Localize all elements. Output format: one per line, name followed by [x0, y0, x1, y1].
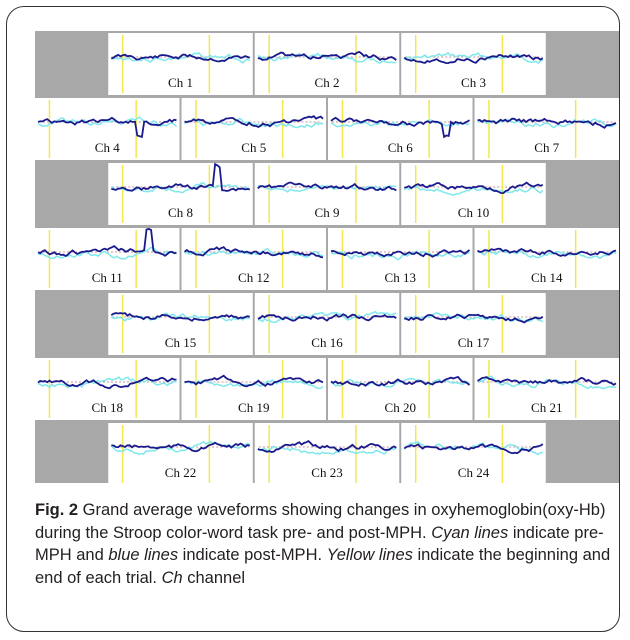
channel-label: Ch 17 [458, 335, 490, 350]
channel-label: Ch 5 [241, 140, 266, 155]
caption-text: channel [182, 568, 246, 587]
channel-label: Ch 2 [315, 75, 340, 90]
channel-panel [328, 358, 473, 420]
channel-label: Ch 22 [165, 465, 196, 480]
post-mph-trace [477, 376, 617, 386]
post-mph-trace [111, 441, 250, 453]
pre-mph-trace [257, 310, 397, 324]
channel-panel [181, 228, 326, 290]
post-mph-trace [110, 53, 251, 63]
pre-mph-trace [257, 52, 397, 64]
post-mph-trace [37, 227, 177, 258]
channel-label: Ch 13 [385, 270, 416, 285]
channel-panel [254, 33, 400, 95]
waveform-grid: Ch 1 Ch 2 Ch 3 Ch 4 Ch 5 Ch 6 Ch 7 Ch 8 Ch 9 Ch 1… [35, 31, 619, 483]
post-mph-trace [110, 312, 250, 322]
channel-label: Ch 24 [458, 465, 490, 480]
pre-mph-trace [110, 440, 250, 455]
channel-panel [254, 293, 400, 355]
post-mph-trace [403, 53, 544, 65]
channel-label: Ch 18 [92, 400, 123, 415]
post-mph-trace [330, 375, 471, 387]
post-mph-trace [403, 443, 544, 455]
post-mph-trace [257, 181, 397, 192]
pre-mph-trace [330, 250, 470, 261]
channel-panel [35, 228, 180, 290]
caption-blue: blue lines [108, 546, 179, 564]
channel-label: Ch 6 [388, 140, 413, 155]
caption-text: indicate the beginning and end of each t… [35, 546, 611, 587]
pre-mph-trace [477, 118, 617, 129]
channel-panel [474, 228, 619, 290]
post-mph-trace [111, 162, 250, 192]
channel-label: Ch 9 [315, 205, 340, 220]
channel-panel [474, 358, 619, 420]
figure-caption: Fig. 2 Grand average waveforms showing c… [35, 499, 615, 589]
caption-cyan: Cyan lines [431, 523, 509, 542]
channel-label: Ch 3 [461, 75, 486, 90]
channel-panel [328, 98, 473, 160]
caption-text: indicate pre-MPH and [35, 523, 604, 565]
channel-panel [401, 423, 546, 483]
channel-label: Ch 10 [458, 205, 489, 220]
pre-mph-trace [330, 377, 471, 388]
channel-label: Ch 14 [531, 270, 563, 285]
post-mph-trace [330, 249, 471, 258]
channel-label: Ch 8 [168, 205, 193, 220]
channel-panel [108, 163, 253, 225]
post-mph-trace [477, 247, 617, 257]
channel-panel [401, 33, 546, 95]
post-mph-trace [183, 246, 324, 259]
caption-ch: Ch [161, 568, 183, 587]
post-mph-trace [404, 181, 544, 195]
post-mph-trace [257, 50, 397, 61]
pre-mph-trace [403, 185, 544, 197]
channel-panel [181, 98, 326, 160]
channel-label: Ch 21 [531, 400, 562, 415]
post-mph-trace [37, 376, 177, 390]
channel-label: Ch 20 [385, 400, 416, 415]
caption-text: Grand average waveforms showing changes … [35, 501, 606, 542]
channel-panel [181, 358, 326, 420]
channel-panel [474, 98, 619, 160]
channel-label: Ch 11 [92, 270, 123, 285]
post-mph-trace [330, 116, 470, 139]
pre-mph-trace [403, 311, 544, 323]
figure-card: Ch 1 Ch 2 Ch 3 Ch 4 Ch 5 Ch 6 Ch 7 Ch 8 Ch 9 Ch 1… [6, 6, 620, 632]
channel-label: Ch 19 [238, 400, 269, 415]
pre-mph-trace [37, 116, 178, 128]
post-mph-trace [37, 116, 177, 139]
channel-panel [108, 33, 253, 95]
figure-label: Fig. 2 [35, 501, 79, 519]
channel-label: Ch 15 [165, 335, 196, 350]
post-mph-trace [403, 313, 544, 324]
waveform-figure: Ch 1 Ch 2 Ch 3 Ch 4 Ch 5 Ch 6 Ch 7 Ch 8 Ch 9 Ch 1… [35, 31, 619, 483]
channel-panel [35, 98, 180, 160]
caption-yellow: Yellow lines [326, 546, 413, 564]
pre-mph-trace [477, 249, 617, 260]
channel-panel [401, 163, 546, 225]
channel-panel [401, 293, 546, 355]
post-mph-trace [257, 440, 397, 454]
channel-label: Ch 16 [311, 335, 343, 350]
channel-label: Ch 12 [238, 270, 269, 285]
post-mph-trace [477, 117, 617, 129]
channel-panel [254, 163, 400, 225]
post-mph-trace [257, 313, 397, 322]
channel-label: Ch 1 [168, 75, 193, 90]
pre-mph-trace [477, 375, 617, 390]
channel-panel [108, 293, 253, 355]
channel-label: Ch 4 [95, 140, 120, 155]
post-mph-trace [184, 374, 324, 388]
post-mph-trace [184, 114, 324, 129]
channel-panel [35, 358, 180, 420]
pre-mph-trace [110, 52, 251, 64]
channel-label: Ch 23 [311, 465, 342, 480]
channel-panel [108, 423, 253, 483]
channel-label: Ch 7 [534, 140, 559, 155]
caption-text: indicate post-MPH. [178, 546, 327, 564]
pre-mph-trace [403, 51, 544, 65]
pre-mph-trace [37, 376, 177, 389]
